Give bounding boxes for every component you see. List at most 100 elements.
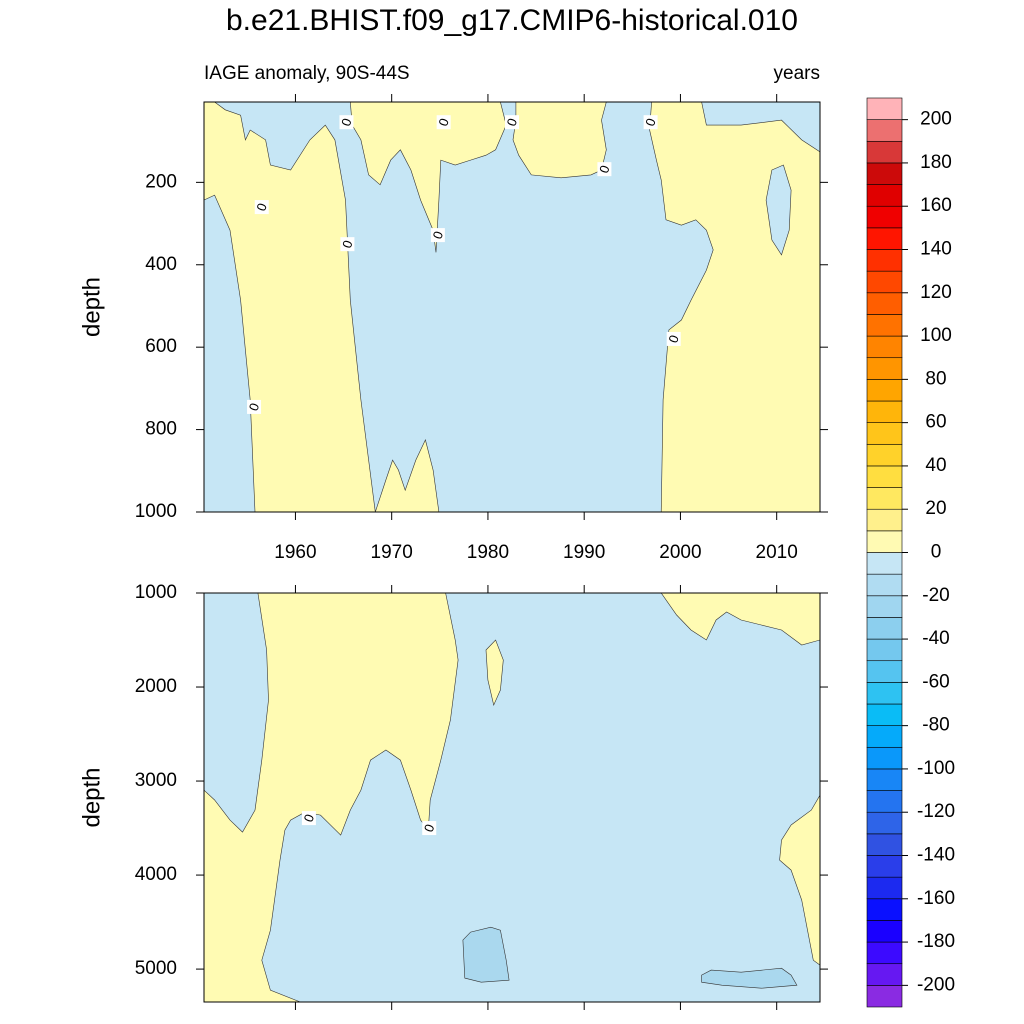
colorbar-label: -60 xyxy=(922,671,949,692)
colorbar-swatch xyxy=(866,379,903,402)
contour-region xyxy=(485,639,504,707)
subtitle-left: IAGE anomaly, 90S-44S xyxy=(204,63,410,84)
colorbar-swatch xyxy=(866,119,903,142)
contour-label-box xyxy=(597,162,612,177)
chart-title: b.e21.BHIST.f09_g17.CMIP6-historical.010 xyxy=(226,4,798,37)
y-tick-label: 2000 xyxy=(135,676,177,697)
contour-label: 0 xyxy=(504,116,521,128)
colorbar-label: -180 xyxy=(917,931,955,952)
y-tick-label: 5000 xyxy=(135,958,177,979)
colorbar-swatch xyxy=(866,855,903,878)
colorbar-swatch xyxy=(866,357,903,380)
colorbar-swatch xyxy=(866,97,903,120)
colorbar-swatch xyxy=(866,573,903,597)
x-tick-label: 1990 xyxy=(563,542,605,563)
colorbar-swatch xyxy=(866,638,903,662)
colorbar-label: -200 xyxy=(917,974,955,995)
subtitle-right: years xyxy=(774,63,820,84)
colorbar-swatch xyxy=(866,768,903,791)
y-tick-label: 600 xyxy=(145,336,177,357)
colorbar-swatch xyxy=(866,400,903,423)
contour-region xyxy=(779,794,820,966)
y-tick-label: 4000 xyxy=(135,864,177,885)
colorbar-swatch xyxy=(866,227,903,250)
colorbar-label: 160 xyxy=(920,195,952,216)
contour-label: 0 xyxy=(596,163,613,175)
colorbar-swatch xyxy=(866,487,903,510)
colorbar-label: 60 xyxy=(925,412,946,433)
colorbar-label: 80 xyxy=(925,368,946,389)
contour-label: 0 xyxy=(435,116,452,128)
contour-label-box xyxy=(339,115,354,130)
colorbar-swatch xyxy=(866,746,903,770)
colorbar-swatch xyxy=(866,790,903,813)
contour-label-box xyxy=(247,399,262,414)
colorbar-swatch xyxy=(866,184,903,207)
contour-label-box xyxy=(666,331,681,346)
colorbar-label: -80 xyxy=(922,715,949,736)
colorbar-label: -160 xyxy=(917,888,955,909)
colorbar-swatch xyxy=(866,963,903,986)
y-tick-label: 1000 xyxy=(135,582,177,603)
contour-label: 0 xyxy=(665,333,682,345)
y-tick-label: 3000 xyxy=(135,770,177,791)
colorbar-label: -40 xyxy=(922,628,949,649)
contour-region xyxy=(374,439,440,512)
colorbar-label: 200 xyxy=(920,109,952,130)
colorbar-label: -120 xyxy=(917,801,955,822)
x-tick-label: 2010 xyxy=(756,542,798,563)
contour-label: 0 xyxy=(301,812,318,824)
colorbar-swatch xyxy=(866,422,903,445)
colorbar-swatch xyxy=(866,249,903,272)
contour-label-box xyxy=(436,115,451,130)
colorbar-swatch xyxy=(866,443,903,467)
x-tick-label: 2000 xyxy=(659,542,701,563)
colorbar-swatch xyxy=(866,898,903,921)
colorbar-swatch xyxy=(866,595,903,618)
colorbar-swatch xyxy=(866,292,903,315)
contour-region xyxy=(204,102,376,512)
contour-label: 0 xyxy=(339,238,356,250)
colorbar-swatch xyxy=(866,682,903,705)
contour-region xyxy=(660,593,820,646)
y-axis-label: depth xyxy=(78,767,105,827)
contour-label-box xyxy=(643,115,658,130)
contour-label: 0 xyxy=(430,229,447,241)
y-tick-label: 400 xyxy=(145,254,177,275)
y-tick-label: 200 xyxy=(145,171,177,192)
colorbar-label: 40 xyxy=(925,455,946,476)
plot-frame xyxy=(203,101,821,513)
y-tick-label: 1000 xyxy=(135,501,177,522)
colorbar-swatch xyxy=(866,140,903,164)
contour-label: 0 xyxy=(421,822,438,834)
x-tick-label: 1960 xyxy=(274,542,316,563)
colorbar-swatch xyxy=(866,552,903,575)
contour-label: 0 xyxy=(642,116,659,128)
colorbar-swatch xyxy=(866,465,903,488)
contour-label-box xyxy=(505,115,519,130)
colorbar-swatch xyxy=(866,703,903,726)
colorbar-swatch xyxy=(866,811,903,835)
colorbar-label: -100 xyxy=(917,758,955,779)
x-tick-label: 1980 xyxy=(467,542,509,563)
colorbar-swatch xyxy=(866,660,903,683)
contour-label-box xyxy=(430,228,445,243)
colorbar-swatch xyxy=(866,530,903,553)
contour-label-box xyxy=(254,200,269,215)
contour-label-box xyxy=(301,811,316,826)
colorbar-label: 140 xyxy=(920,239,952,260)
colorbar-swatch xyxy=(866,335,903,359)
colorbar-swatch xyxy=(866,617,903,640)
colorbar-swatch xyxy=(866,725,903,748)
colorbar-label: 0 xyxy=(931,542,942,563)
colorbar-swatch xyxy=(866,162,903,185)
x-tick-label: 1970 xyxy=(371,542,413,563)
colorbar-swatch xyxy=(866,985,903,1008)
contour-label: 0 xyxy=(253,201,270,213)
plot-frame xyxy=(203,592,821,1003)
colorbar-swatch xyxy=(866,833,903,856)
plot-area: 00 xyxy=(204,593,820,1002)
contour-region xyxy=(701,967,798,989)
contour-label-box xyxy=(422,821,437,836)
